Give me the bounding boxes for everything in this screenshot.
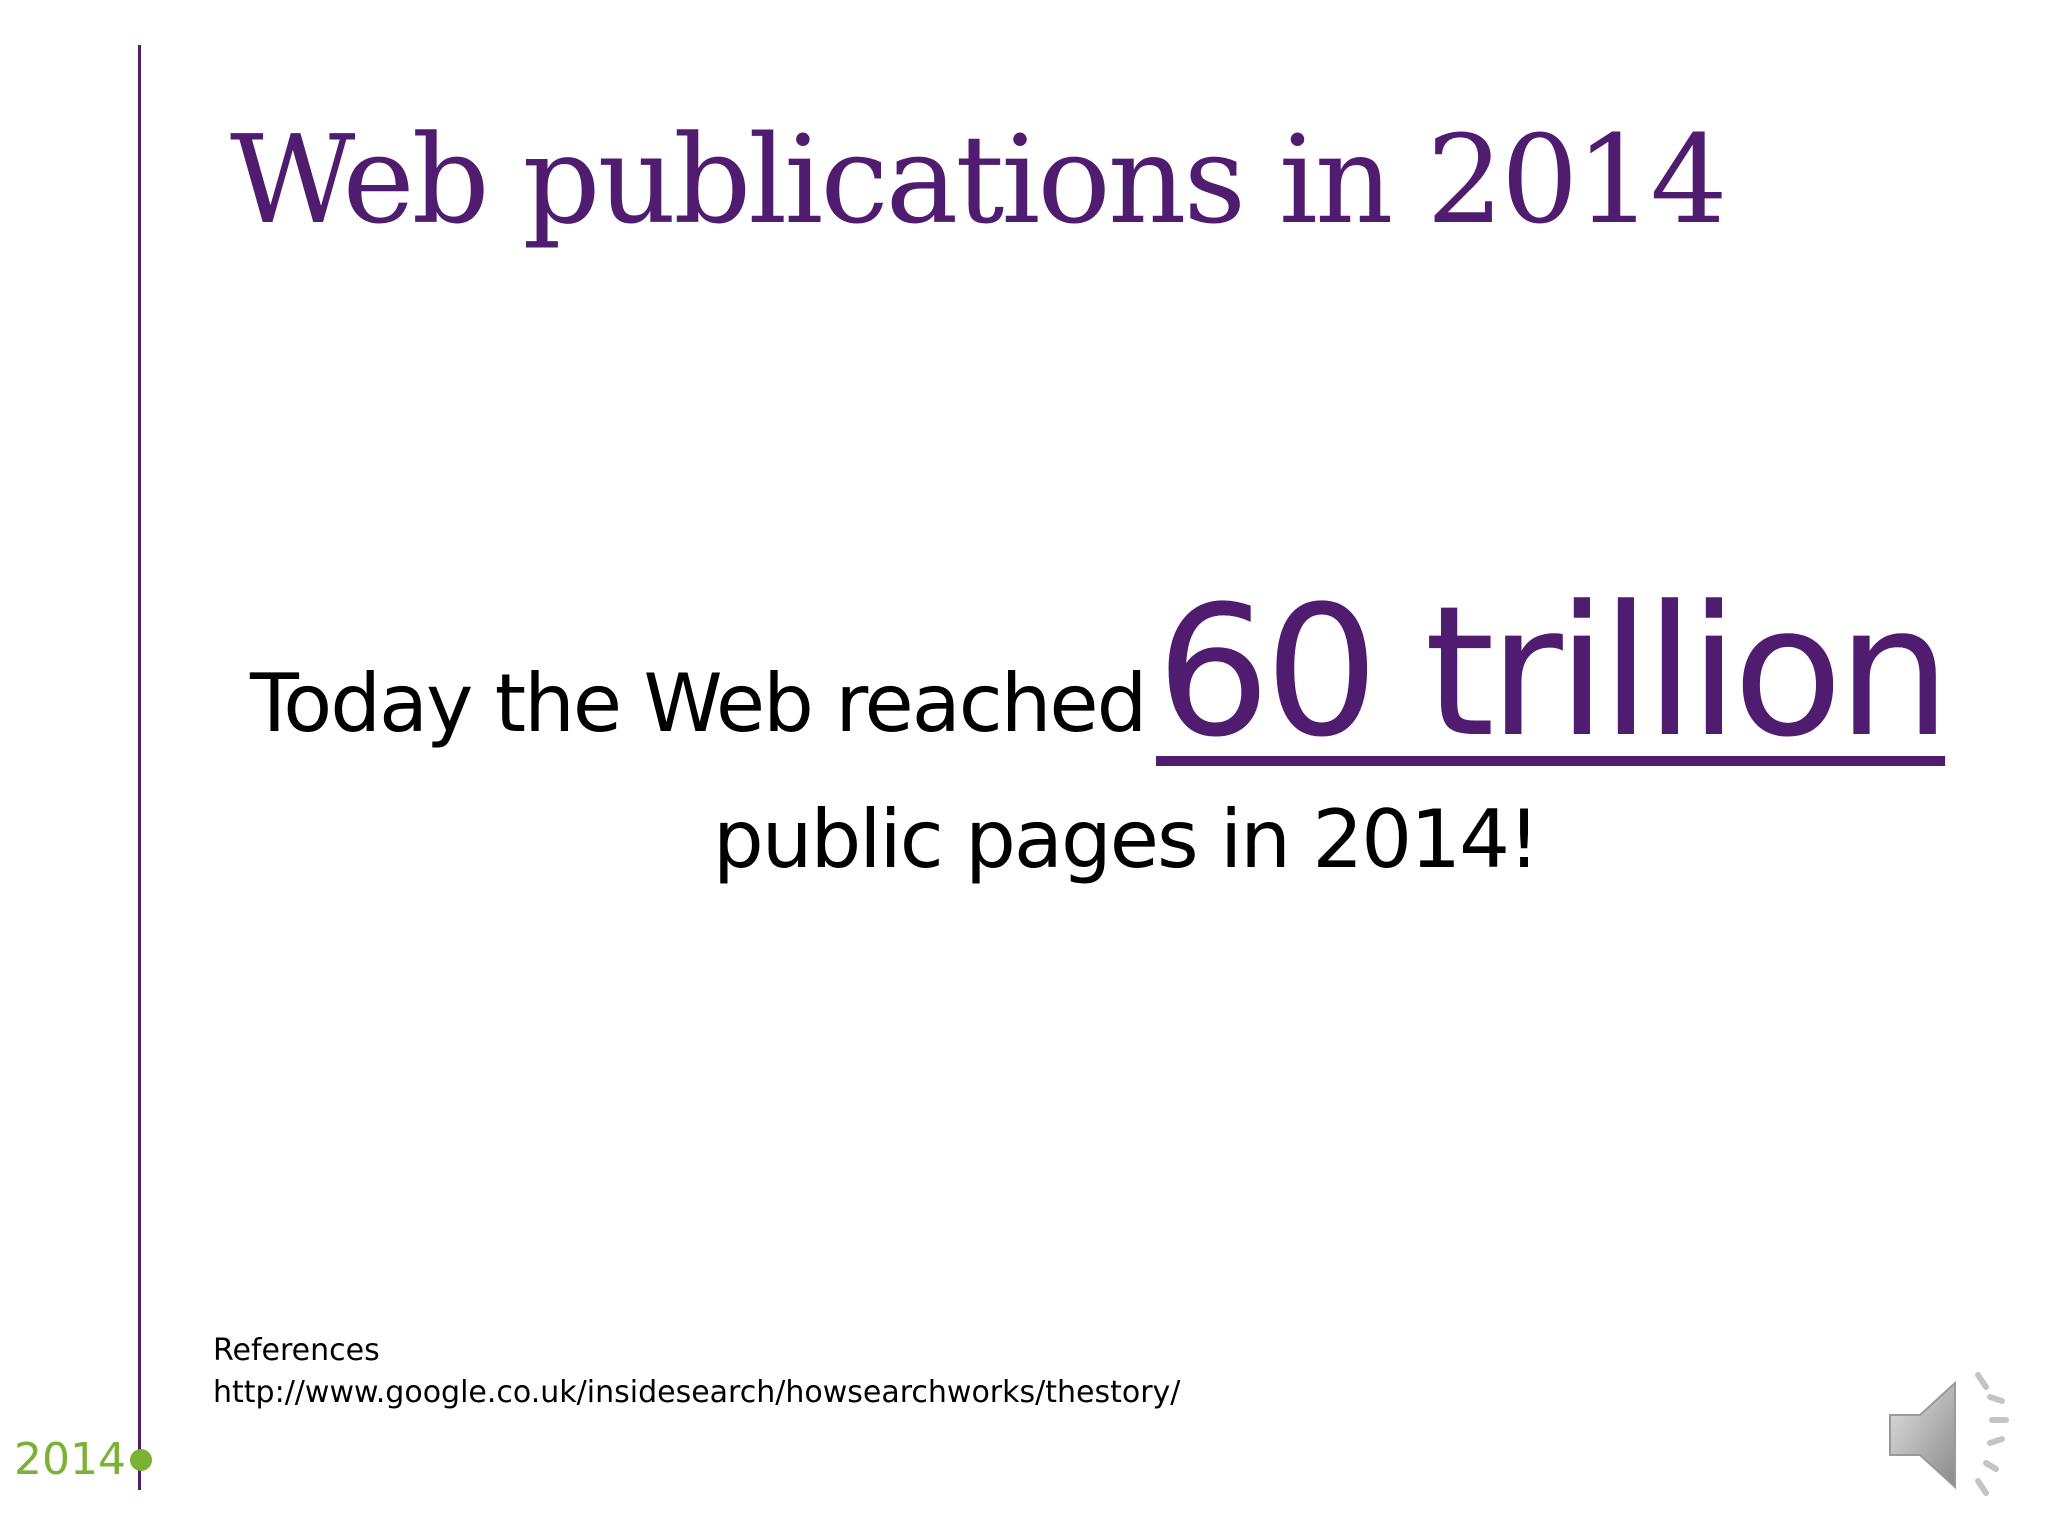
references-block: References http://www.google.co.uk/insid…: [213, 1330, 1180, 1414]
timeline-marker-dot: [130, 1449, 152, 1471]
speaker-icon-graphic: [1889, 1372, 2009, 1496]
timeline-line: [138, 45, 141, 1490]
statement-lead-text: Today the Web reached: [250, 657, 1147, 750]
reference-url: http://www.google.co.uk/insidesearch/how…: [213, 1375, 1181, 1410]
references-heading: References: [213, 1333, 380, 1368]
timeline-year-label: 2014: [14, 1434, 126, 1485]
statement-line-one: Today the Web reached 60 trillion: [250, 570, 1980, 770]
slide-title: Web publications in 2014: [230, 109, 1728, 251]
speaker-icon[interactable]: [1880, 1365, 2030, 1505]
statement-highlight-figure: 60 trillion: [1156, 568, 1951, 777]
statement-tail-text: public pages in 2014!: [713, 793, 1540, 886]
